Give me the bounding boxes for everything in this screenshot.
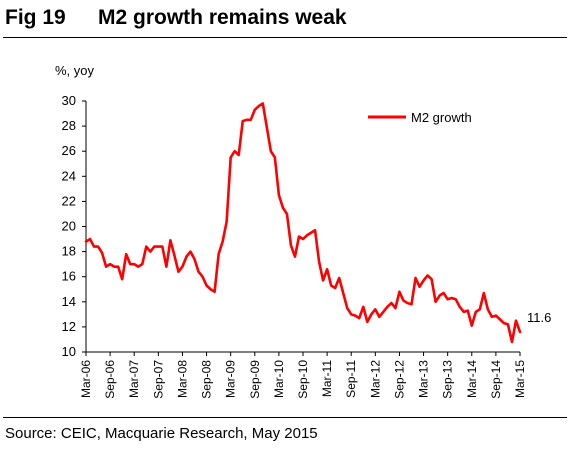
- y-tick-label: 12: [62, 319, 76, 334]
- x-tick-label: Sep-08: [200, 360, 214, 399]
- y-tick-label: 20: [62, 219, 76, 234]
- x-tick-label: Sep-10: [296, 360, 310, 399]
- x-tick-label: Sep-06: [103, 360, 117, 399]
- x-tick-label: Mar-09: [224, 360, 238, 398]
- chart-title: M2 growth remains weak: [98, 6, 347, 29]
- x-tick-label: Mar-13: [417, 360, 431, 398]
- x-tick-label: Sep-07: [151, 360, 165, 399]
- y-tick-label: 18: [62, 244, 76, 259]
- x-tick-label: Mar-08: [175, 360, 189, 398]
- figure-number: Fig 19: [5, 6, 66, 29]
- line-chart: 10 12 14 16 18 20 22 24 26 28 30 %, yoy Mar-06 Sep-06…: [55, 63, 551, 399]
- x-tick-label: Mar-11: [320, 360, 334, 397]
- y-tick-label: 10: [62, 344, 76, 359]
- y-tick-label: 24: [62, 168, 76, 183]
- x-tick-label: Mar-06: [79, 360, 93, 398]
- y-tick-label: 16: [62, 269, 76, 284]
- x-tick-label: Sep-09: [248, 360, 262, 399]
- x-tick-label: Sep-12: [392, 360, 406, 399]
- end-value-label: 11.6: [527, 310, 551, 325]
- x-tick-label: Sep-11: [344, 360, 358, 398]
- y-tick-label: 14: [62, 294, 76, 309]
- x-tick-label: Mar-10: [272, 360, 286, 398]
- series-line-m2-growth: [84, 102, 522, 344]
- x-tick-label: Sep-13: [441, 360, 455, 399]
- y-axis-title: %, yoy: [55, 63, 95, 78]
- source-note: Source: CEIC, Macquarie Research, May 20…: [5, 425, 318, 442]
- y-tick-label: 22: [62, 193, 76, 208]
- x-tick-label: Mar-12: [368, 360, 382, 398]
- x-tick-label: Sep-14: [489, 360, 503, 399]
- chart-area: 10 12 14 16 18 20 22 24 26 28 30 %, yoy Mar-06 Sep-06…: [0, 40, 570, 416]
- x-tick-label: Mar-07: [127, 360, 141, 398]
- header-divider: [3, 37, 567, 38]
- figure-header: Fig 19 M2 growth remains weak: [5, 6, 565, 40]
- x-tick-label: Mar-15: [513, 360, 527, 398]
- y-tick-label: 30: [62, 93, 76, 108]
- legend-label: M2 growth: [411, 110, 472, 125]
- footer-divider: [3, 417, 567, 418]
- y-tick-label: 28: [62, 118, 76, 133]
- x-tick-label: Mar-14: [465, 360, 479, 398]
- y-tick-label: 26: [62, 143, 76, 158]
